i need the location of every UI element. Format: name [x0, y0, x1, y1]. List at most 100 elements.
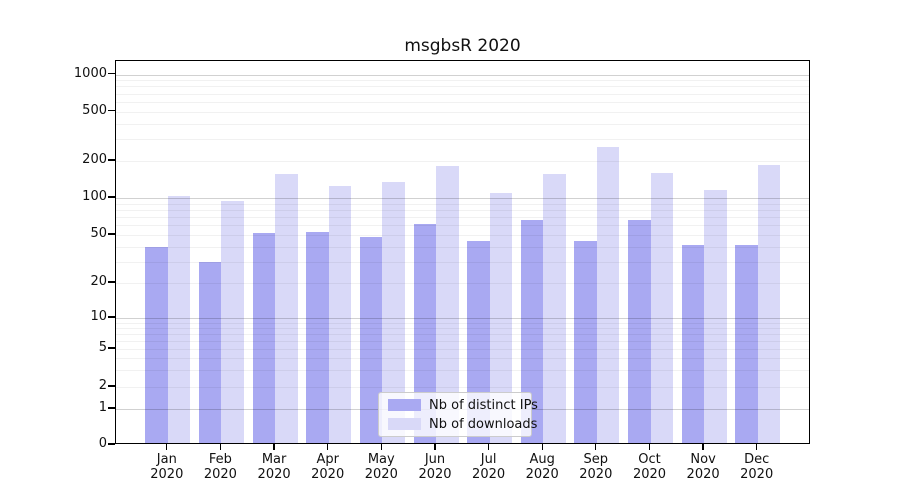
- x-tick-label-jan: Jan 2020: [150, 452, 184, 482]
- y-tick-mark-1: [108, 407, 115, 409]
- x-tick-label-mar: Mar 2020: [257, 452, 291, 482]
- x-tick-mark-jul: [487, 444, 490, 450]
- gridline-10: [116, 318, 809, 319]
- gridline-40: [116, 246, 809, 248]
- y-tick-label-50: 50: [90, 226, 107, 241]
- y-tick-mark-50: [108, 233, 115, 235]
- gridline-8: [116, 328, 809, 329]
- plot-area: [115, 60, 810, 444]
- legend: Nb of distinct IPs Nb of downloads: [378, 392, 538, 437]
- gridline-3: [116, 370, 809, 372]
- bar-distinct-ips-jun: [413, 224, 436, 443]
- y-tick-mark-5: [108, 347, 115, 349]
- bar-downloads-jan: [167, 196, 191, 443]
- x-tick-mark-nov: [702, 444, 704, 450]
- legend-row-distinct-ips: Nb of distinct IPs: [388, 398, 538, 413]
- y-tick-mark-2: [108, 385, 115, 387]
- x-tick-label-jun: Jun 2020: [418, 452, 452, 482]
- x-tick-mark-feb: [219, 444, 222, 450]
- x-tick-label-dec: Dec 2020: [740, 452, 774, 482]
- gridline-800: [116, 86, 809, 88]
- gridline-900: [116, 80, 809, 82]
- bar-distinct-ips-dec: [735, 244, 758, 443]
- gridline-300: [116, 139, 809, 141]
- gridline-60: [116, 225, 809, 227]
- bar-downloads-jul: [489, 193, 513, 443]
- gridline-700: [116, 93, 809, 95]
- x-tick-mark-aug: [541, 444, 543, 450]
- legend-swatch-downloads: [388, 418, 421, 430]
- x-tick-label-sep: Sep 2020: [579, 452, 613, 482]
- y-tick-label-100: 100: [82, 189, 107, 204]
- x-tick-mark-dec: [756, 444, 758, 450]
- legend-swatch-distinct-ips: [388, 399, 421, 411]
- chart-title: msgbsR 2020: [404, 36, 521, 56]
- bar-distinct-ips-feb: [198, 261, 222, 443]
- bar-distinct-ips-mar: [252, 233, 276, 443]
- legend-label-distinct-ips: Nb of distinct IPs: [429, 397, 538, 413]
- y-tick-mark-0: [108, 443, 115, 445]
- y-tick-mark-100: [108, 196, 115, 198]
- gridline-500: [116, 111, 809, 113]
- gridline-5: [116, 349, 809, 350]
- bar-downloads-feb: [221, 200, 244, 443]
- x-tick-label-aug: Aug 2020: [525, 452, 559, 482]
- legend-row-downloads: Nb of downloads: [388, 417, 537, 432]
- x-tick-mark-jan: [166, 444, 168, 450]
- gridline-30: [116, 261, 809, 263]
- bar-distinct-ips-sep: [574, 240, 597, 443]
- bar-downloads-jun: [436, 166, 459, 443]
- gridline-90: [116, 203, 809, 205]
- y-tick-label-20: 20: [90, 274, 107, 289]
- gridline-400: [116, 123, 809, 125]
- bar-distinct-ips-may: [359, 237, 383, 443]
- bar-downloads-oct: [650, 172, 673, 443]
- bar-downloads-nov: [704, 189, 727, 443]
- x-tick-label-may: May 2020: [364, 452, 398, 482]
- gridline-70: [116, 217, 809, 218]
- x-tick-mark-oct: [648, 444, 651, 450]
- y-tick-label-0: 0: [98, 436, 107, 451]
- bar-downloads-mar: [275, 174, 298, 443]
- gridline-20: [116, 283, 809, 284]
- gridline-1000: [116, 74, 809, 76]
- bar-downloads-sep: [596, 146, 620, 443]
- x-tick-mark-may: [380, 444, 382, 450]
- y-tick-label-2: 2: [98, 378, 107, 393]
- bar-downloads-dec: [757, 165, 781, 443]
- gridline-9: [116, 322, 809, 324]
- y-tick-mark-20: [108, 281, 115, 283]
- legend-label-downloads: Nb of downloads: [429, 416, 538, 432]
- bar-distinct-ips-aug: [520, 219, 544, 443]
- bar-distinct-ips-jan: [145, 247, 168, 443]
- y-tick-label-1000: 1000: [73, 65, 107, 81]
- gridline-2: [116, 387, 809, 388]
- y-tick-mark-200: [108, 159, 115, 161]
- x-tick-mark-jun: [434, 444, 436, 450]
- bar-distinct-ips-apr: [306, 231, 329, 443]
- x-tick-mark-mar: [273, 444, 275, 450]
- x-tick-label-feb: Feb 2020: [203, 452, 237, 482]
- gridline-4: [116, 358, 809, 360]
- x-tick-mark-sep: [595, 444, 597, 450]
- y-tick-label-1: 1: [98, 400, 107, 415]
- gridline-7: [116, 334, 809, 335]
- y-tick-mark-500: [108, 109, 115, 112]
- gridline-600: [116, 101, 809, 103]
- x-tick-mark-apr: [327, 444, 329, 450]
- bar-downloads-may: [382, 181, 405, 443]
- y-tick-label-500: 500: [82, 102, 107, 118]
- y-tick-mark-1000: [108, 72, 115, 75]
- gridline-50: [116, 235, 809, 236]
- x-tick-label-oct: Oct 2020: [632, 452, 667, 482]
- x-tick-label-nov: Nov 2020: [686, 452, 720, 482]
- bar-distinct-ips-oct: [628, 219, 651, 443]
- bar-downloads-aug: [543, 173, 566, 443]
- bar-distinct-ips-nov: [681, 244, 705, 443]
- y-tick-mark-10: [108, 316, 115, 318]
- y-tick-label-10: 10: [90, 309, 107, 324]
- gridline-100: [116, 198, 809, 199]
- x-tick-label-apr: Apr 2020: [311, 452, 345, 482]
- gridline-6: [116, 340, 809, 342]
